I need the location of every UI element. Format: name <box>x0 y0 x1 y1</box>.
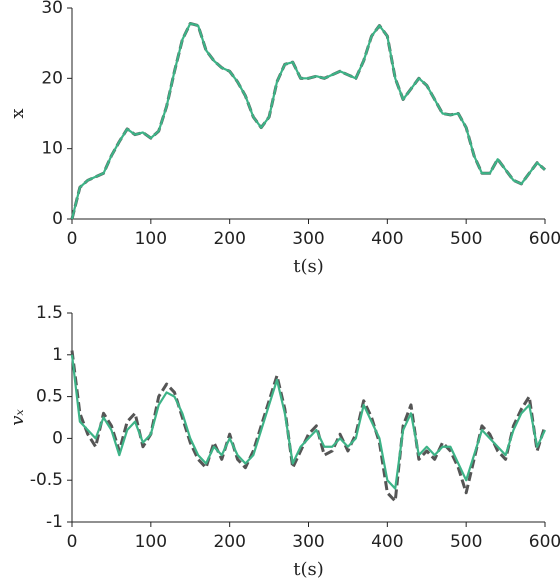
y-tick-label: 20 <box>41 68 63 88</box>
x-tick-label: 300 <box>292 532 324 552</box>
y-axis-label: vₓ <box>7 409 28 426</box>
line-series <box>70 354 546 490</box>
y-tick-label: 30 <box>41 0 63 18</box>
x-axis-label: t(s) <box>293 559 324 580</box>
x-tick-label: 0 <box>67 229 78 249</box>
x-tick-label: 400 <box>371 229 403 249</box>
y-axis-label: x <box>7 108 28 118</box>
y-tick-label: 10 <box>41 139 63 159</box>
x-tick-label: 600 <box>529 229 560 249</box>
x-axis-label: t(s) <box>293 256 324 277</box>
line-series <box>70 21 546 220</box>
x-tick-label: 0 <box>67 532 78 552</box>
y-tick-label: 1.5 <box>36 303 63 323</box>
x-tick-label: 200 <box>213 229 245 249</box>
y-tick-label: -0.5 <box>30 470 63 490</box>
y-tick-label: 0 <box>52 428 63 448</box>
x-tick-label: 300 <box>292 229 324 249</box>
x-tick-label: 100 <box>135 229 167 249</box>
line-series <box>70 350 547 503</box>
x-tick-label: 100 <box>135 532 167 552</box>
x-tick-label: 500 <box>450 229 482 249</box>
line-series <box>70 22 546 220</box>
x-tick-label: 400 <box>371 532 403 552</box>
x-tick-label: 200 <box>213 532 245 552</box>
y-tick-label: 0 <box>52 209 63 229</box>
y-tick-label: -1 <box>46 512 63 532</box>
y-tick-label: 1 <box>52 345 63 365</box>
x-tick-label: 500 <box>450 532 482 552</box>
x-tick-label: 600 <box>529 532 560 552</box>
y-tick-label: 0.5 <box>36 387 63 407</box>
